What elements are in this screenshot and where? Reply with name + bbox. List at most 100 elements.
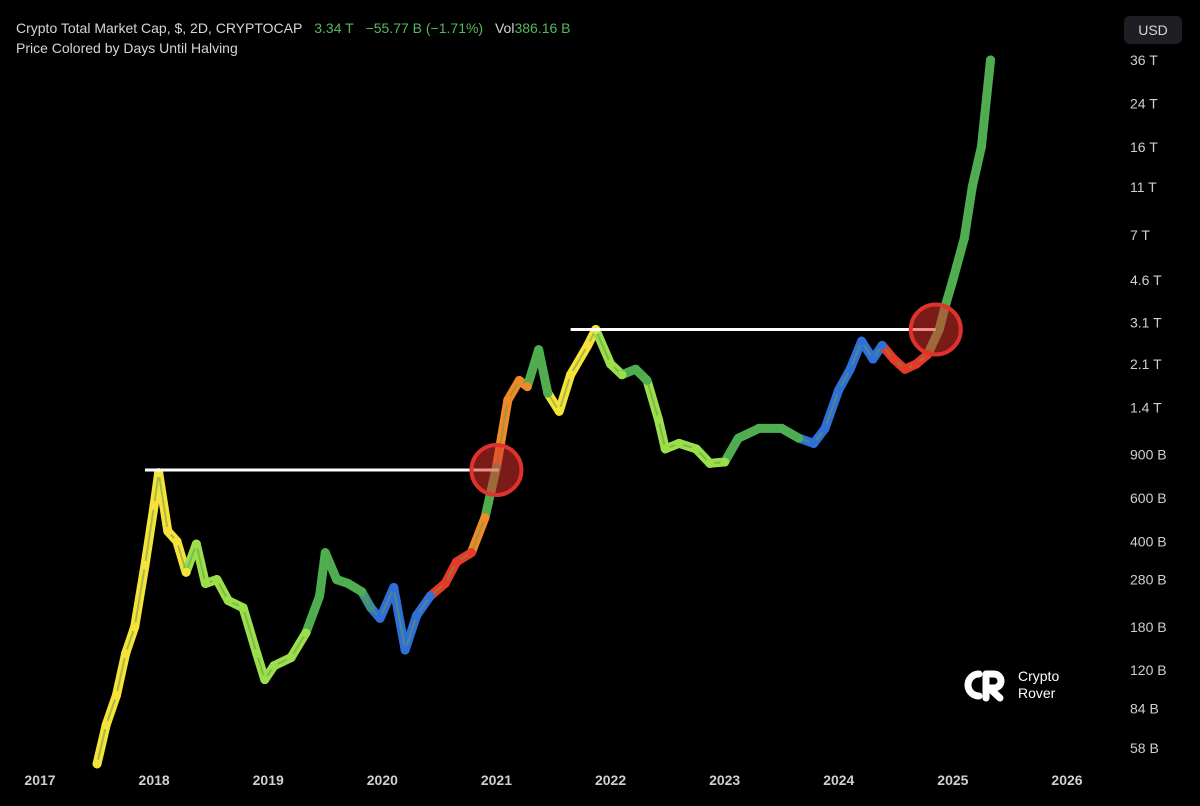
price-point	[733, 433, 743, 443]
price-point	[986, 55, 996, 65]
price-point	[566, 370, 576, 380]
price-point	[534, 345, 544, 355]
volume-label: Vol	[494, 20, 515, 36]
x-tick-label: 2021	[481, 772, 512, 788]
price-point	[375, 613, 385, 623]
price-point	[834, 385, 844, 395]
y-tick-label: 3.1 T	[1130, 314, 1162, 330]
chart-title: Crypto Total Market Cap, $, 2D, CRYPTOCA…	[16, 20, 303, 36]
y-tick-label: 11 T	[1130, 179, 1157, 195]
y-tick-label: 7 T	[1130, 227, 1150, 243]
y-tick-label: 24 T	[1130, 95, 1158, 111]
breakout-circle	[908, 302, 963, 357]
breakout-circle	[469, 442, 524, 497]
y-tick-label: 2.1 T	[1130, 356, 1162, 372]
price-point	[543, 388, 553, 398]
price-point	[223, 596, 233, 606]
price-point	[809, 438, 819, 448]
y-tick-label: 280 B	[1130, 572, 1167, 588]
y-tick-label: 84 B	[1130, 700, 1159, 716]
crypto-rover-logo-icon	[964, 670, 1005, 702]
price-point	[820, 423, 830, 433]
price-point	[301, 628, 311, 638]
y-tick-label: 1.4 T	[1130, 399, 1162, 415]
price-point	[911, 359, 921, 369]
x-tick-label: 2022	[595, 772, 626, 788]
price-point	[238, 603, 248, 613]
price-point	[320, 548, 330, 558]
price-point	[900, 364, 910, 374]
price-point	[967, 182, 977, 192]
x-axis: 2017 2018 2019 2020 2021 2022 2023 2024 2025 2026	[24, 772, 1082, 788]
price-point	[631, 364, 641, 374]
price-point	[877, 340, 887, 350]
price-point	[606, 359, 616, 369]
price-point	[777, 423, 787, 433]
y-tick-label: 180 B	[1130, 619, 1167, 635]
price-point	[140, 560, 150, 570]
price-point	[480, 513, 490, 523]
watermark: Crypto Rover	[960, 668, 1059, 702]
price-point	[514, 375, 524, 385]
price-point	[163, 526, 173, 536]
price-point	[389, 582, 399, 592]
price-point	[343, 578, 353, 588]
indicator-label[interactable]: Price Colored by Days Until Halving	[16, 40, 238, 56]
price-point	[705, 458, 715, 468]
y-tick-label: 900 B	[1130, 447, 1167, 463]
y-tick-label: 400 B	[1130, 533, 1167, 549]
price-point	[101, 720, 111, 730]
price-point	[868, 354, 878, 364]
price-point	[452, 557, 462, 567]
price-point	[315, 591, 325, 601]
price-point	[976, 142, 986, 152]
x-tick-label: 2026	[1051, 772, 1082, 788]
y-tick-label: 4.6 T	[1130, 272, 1162, 288]
price-point	[366, 603, 376, 613]
price-point	[121, 649, 131, 659]
price-point	[92, 759, 102, 769]
watermark-line2: Rover	[1018, 685, 1056, 701]
price-series	[92, 55, 996, 769]
price-point	[642, 375, 652, 385]
price-point	[794, 433, 804, 443]
annotations	[144, 302, 963, 497]
price-point	[191, 539, 201, 549]
volume-value: 386.16 B	[514, 20, 571, 36]
price-point	[200, 578, 210, 588]
price-point	[466, 548, 476, 558]
x-tick-label: 2023	[709, 772, 740, 788]
price-point	[857, 336, 867, 346]
x-tick-label: 2024	[823, 772, 854, 788]
price-point	[269, 661, 279, 671]
price-point	[660, 444, 670, 454]
price-point	[212, 575, 222, 585]
x-tick-label: 2020	[367, 772, 398, 788]
price-point	[617, 370, 627, 380]
y-tick-label: 600 B	[1130, 490, 1167, 506]
price-point	[754, 423, 764, 433]
price-point	[172, 536, 182, 546]
price-point	[332, 575, 342, 585]
price-point	[425, 591, 435, 601]
price-point	[286, 653, 296, 663]
price-point	[503, 395, 513, 405]
price-point	[252, 649, 262, 659]
price-point	[583, 340, 593, 350]
price-point	[400, 645, 410, 655]
price-point	[889, 354, 899, 364]
y-tick-label: 16 T	[1130, 139, 1158, 155]
price-point	[522, 382, 532, 392]
price-point	[653, 415, 663, 425]
price-change: −55.77 B (−1.71%)	[365, 20, 484, 36]
price-point	[181, 567, 191, 577]
price-point	[948, 275, 958, 285]
price-point	[959, 233, 969, 243]
y-tick-label: 58 B	[1130, 740, 1159, 756]
price-point	[440, 578, 450, 588]
y-tick-label: 36 T	[1130, 52, 1158, 68]
price-point	[130, 622, 140, 632]
currency-button[interactable]: USD	[1124, 16, 1182, 44]
price-point	[720, 457, 730, 467]
